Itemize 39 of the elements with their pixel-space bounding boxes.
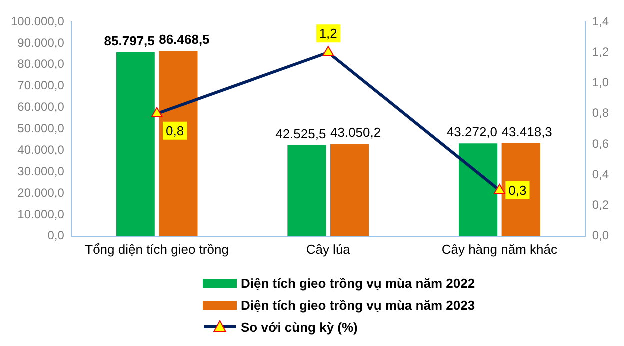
y-tick-label: 0,0 [48, 228, 65, 243]
bar [330, 144, 370, 236]
y2-tick-label: 0,0 [592, 228, 610, 243]
y-tick-label: 80.000,0 [18, 57, 65, 72]
y-tick-label: 30.000,0 [18, 164, 65, 178]
bar [159, 51, 198, 236]
y-tick-label: 90.000,0 [18, 36, 65, 50]
legend-label: So với cùng kỳ (%) [241, 320, 358, 334]
x-tick-label: Cây hàng năm khác [442, 242, 558, 257]
y2-tick-label: 1,2 [592, 44, 610, 59]
y-tick-label: 60.000,0 [18, 100, 65, 114]
legend-label: Diện tích gieo trồng vụ mùa năm 2022 [241, 276, 476, 290]
data-label: 86.468,5 [159, 32, 210, 48]
data-label: 43.272,0 [446, 124, 498, 140]
data-label: 0,3 [508, 183, 527, 198]
y-tick-label: 40.000,0 [18, 142, 65, 157]
x-tick-label: Tổng diện tích gieo trồng [85, 242, 229, 257]
y-tick-label: 50.000,0 [18, 122, 65, 136]
bar [116, 52, 155, 236]
legend-label: Diện tích gieo trồng vụ mùa năm 2023 [241, 298, 476, 312]
bar [288, 145, 326, 236]
y-tick-label: 20.000,0 [18, 186, 65, 200]
data-label: 0,8 [166, 123, 184, 138]
data-label: 43.418,3 [502, 124, 552, 140]
y2-tick-label: 0,8 [592, 106, 610, 120]
y-tick-label: 10.000,0 [18, 207, 65, 222]
data-label: 1,2 [319, 26, 338, 42]
y2-tick-label: 1,4 [592, 14, 610, 28]
y2-tick-label: 0,4 [592, 167, 610, 182]
x-tick-label: Cây lúa [306, 242, 352, 257]
y2-tick-label: 1,0 [592, 76, 610, 90]
y2-tick-label: 0,2 [592, 198, 610, 212]
y-tick-label: 70.000,0 [18, 78, 65, 93]
bar [458, 144, 498, 236]
y-tick-label: 100.000,0 [10, 14, 65, 28]
data-label: 85.797,5 [104, 34, 155, 49]
data-label: 42.525,5 [276, 126, 326, 142]
data-label: 43.050,2 [330, 125, 382, 140]
y2-tick-label: 0,6 [592, 136, 610, 151]
